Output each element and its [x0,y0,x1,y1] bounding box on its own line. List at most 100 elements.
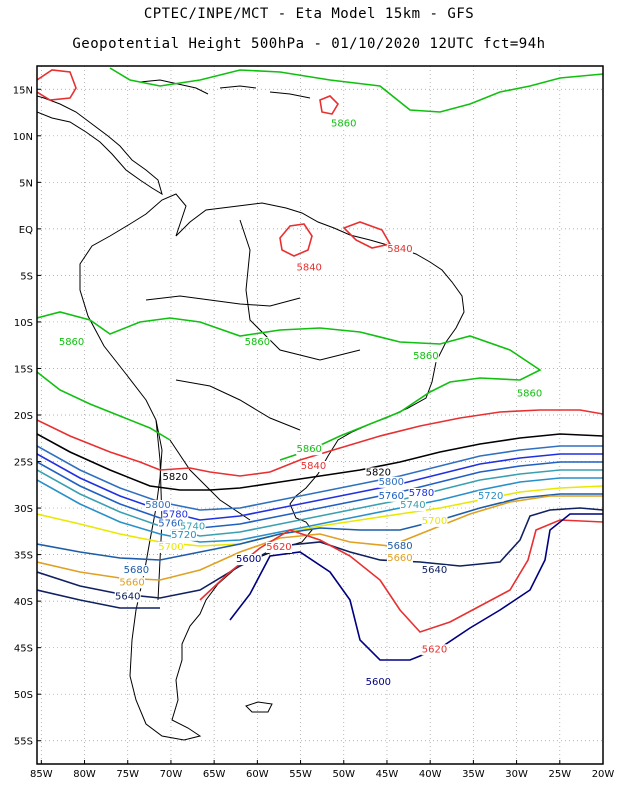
contour-label: 5720 [478,491,503,502]
lat-tick-label: 10S [14,318,33,329]
contour-label-bg [421,565,448,577]
contour-label-bg [378,476,405,488]
contour-label: 5800 [145,500,170,511]
lat-tick-label: 55S [14,737,33,748]
contour-label-bg [477,490,504,502]
contour-label-bg [244,337,271,349]
lat-tick-label: 45S [14,644,33,655]
contour-5780 [37,453,603,521]
contour-5800 [37,445,603,511]
contour-5600 [229,513,603,661]
contour-label-bg [157,541,184,553]
contour-label-bg [378,490,405,502]
contour-label-bg [399,500,426,512]
contour-label: 5640 [422,565,447,576]
lat-tick-label: 5S [20,271,33,282]
map-grid [37,66,604,764]
lon-tick-label: 40W [419,769,442,780]
contour-label-bg [123,565,150,577]
contour-label: 5620 [266,542,291,553]
lon-tick-label: 75W [116,769,139,780]
lat-tick-label: 5N [19,178,33,189]
lon-tick-label: 80W [73,769,96,780]
lat-tick-label: 10N [13,132,33,143]
axis-ticks: 15N 10N 5N EQ 5S 10S 15S 20S 25S 30S 35S 40S 45S 50S 5… [13,85,615,780]
contour-label: 5780 [163,509,188,520]
contour-label-bg [365,467,392,479]
contour-label-bg [119,577,146,589]
map-subtitle: Geopotential Height 500hPa - 01/10/2020 … [72,36,546,52]
contour-5640 [37,507,603,599]
lon-tick-label: 20W [592,769,615,780]
contour-5820 [37,433,603,491]
contour-label-bg [162,472,189,484]
lon-tick-label: 50W [332,769,355,780]
contour-label-bg [408,487,435,499]
contour-label: 5740 [400,500,425,511]
contour-label-bg [412,351,439,363]
lon-tick-label: 45W [376,769,399,780]
contour-label-bg [157,518,184,530]
lon-tick-label: 85W [30,769,53,780]
lat-tick-label: 15N [13,85,33,96]
contour-label: 5860 [59,337,84,348]
contour-label: 5780 [409,488,434,499]
contour-label: 5640 [115,591,140,602]
contour-label-bg [58,337,85,349]
contour-5840-north2 [342,221,392,249]
lat-tick-label: 40S [14,597,33,608]
contour-label: 5860 [245,337,270,348]
contour-5760 [37,461,603,529]
contour-label: 5840 [387,244,412,255]
contour-label: 5860 [413,351,438,362]
contour-label: 5700 [158,542,183,553]
contour-5700 [37,485,603,547]
map-title: CPTEC/INPE/MCT - Eta Model 15km - GFS [143,6,475,22]
contour-5860-south [37,311,542,461]
contour-5740 [37,469,603,537]
contour-5640-west [37,589,160,609]
contour-5840 [37,409,603,477]
contour-label: 5840 [296,263,321,274]
contour-label: 5860 [331,118,356,129]
contour-label: 5820 [366,467,391,478]
contour-5620 [199,519,603,633]
lon-tick-label: 60W [246,769,269,780]
lon-tick-label: 55W [289,769,312,780]
contour-label-bg [386,244,413,256]
lon-tick-label: 65W [203,769,226,780]
lat-tick-label: 20S [14,411,33,422]
contour-label: 5600 [366,677,391,688]
coastline [37,79,465,741]
lon-tick-label: 25W [548,769,571,780]
contour-label: 5680 [387,541,412,552]
contour-label-bg [386,553,413,565]
contour-label: 5660 [119,577,144,588]
contour-label-bg [386,541,413,553]
lat-tick-label: 15S [14,364,33,375]
contour-label-bg [365,676,392,688]
contour-label-bg [144,500,171,512]
contour-label-bg [421,644,448,656]
contour-5840-north1 [279,223,313,257]
contour-label-bg [296,444,323,456]
contour-label: 5740 [180,521,205,532]
contour-label: 5860 [296,444,321,455]
contour-label-bg [300,460,327,472]
contour-label-bg [516,388,543,400]
contour-label: 5760 [379,491,404,502]
contour-5860-north [109,67,603,113]
contour-label-bg [179,521,206,533]
contour-label: 5600 [236,554,261,565]
lat-tick-label: EQ [19,225,33,236]
contour-label: 5800 [379,477,404,488]
lat-tick-label: 35S [14,551,33,562]
lat-tick-label: 25S [14,458,33,469]
lon-tick-label: 30W [505,769,528,780]
lat-tick-label: 30S [14,504,33,515]
contour-5680 [37,493,603,561]
contour-label-bg [265,541,292,553]
contour-label: 5700 [422,516,447,527]
contour-label: 5620 [422,644,447,655]
contour-label-bg [235,554,262,566]
